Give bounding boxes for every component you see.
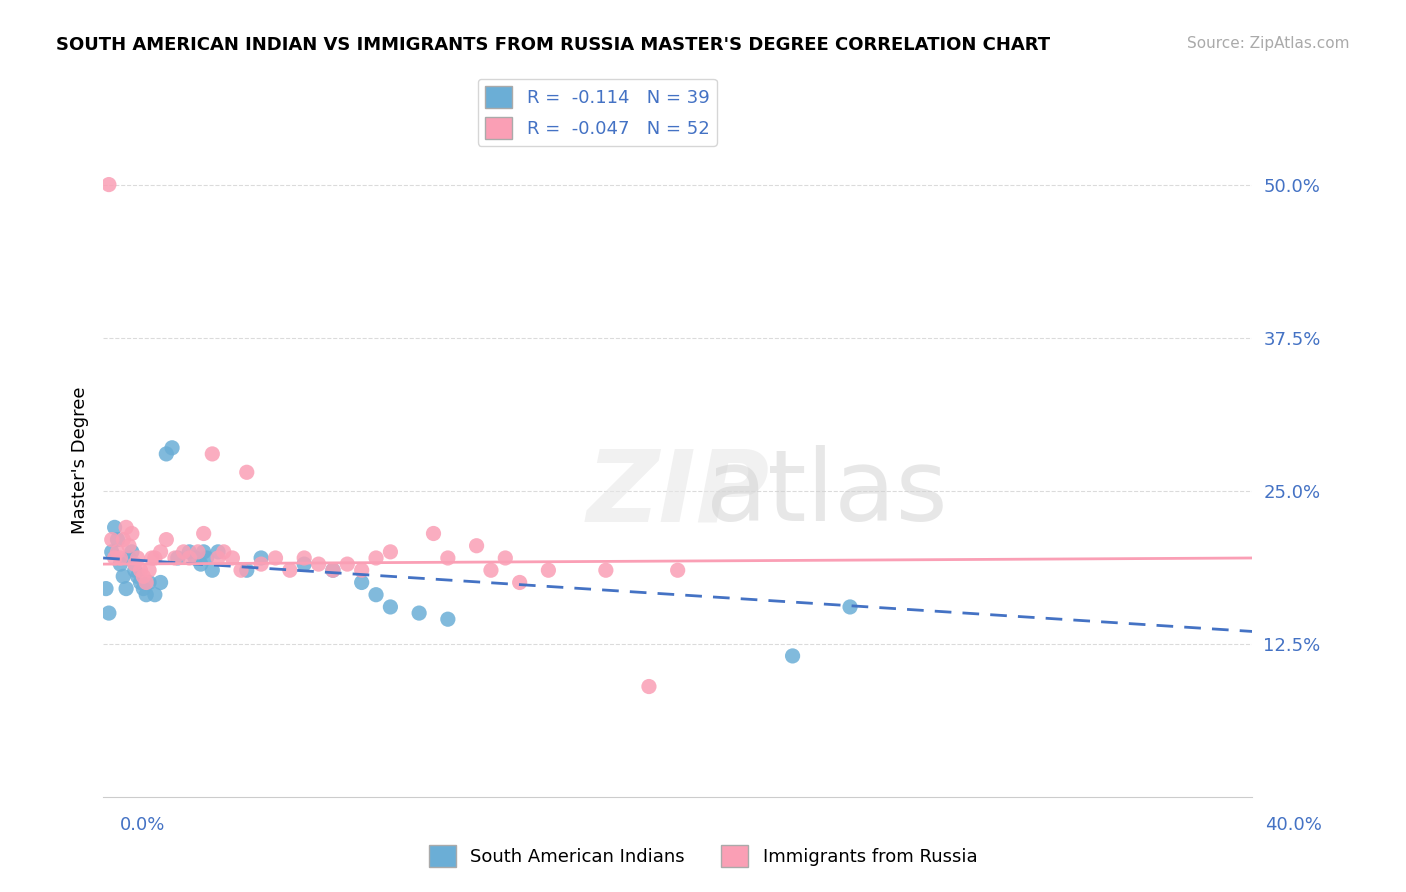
Point — [143, 588, 166, 602]
Point — [107, 545, 129, 559]
Point — [129, 575, 152, 590]
Point — [422, 526, 444, 541]
Point — [112, 569, 135, 583]
Point — [138, 563, 160, 577]
Point — [408, 606, 430, 620]
Point — [127, 551, 149, 566]
Point — [509, 575, 531, 590]
Point — [149, 575, 172, 590]
Point — [110, 551, 132, 566]
Y-axis label: Master's Degree: Master's Degree — [72, 386, 89, 533]
Point — [166, 551, 188, 566]
Point — [350, 563, 373, 577]
Point — [155, 533, 177, 547]
Point — [110, 557, 132, 571]
Point — [135, 588, 157, 602]
Point — [124, 557, 146, 571]
Point — [437, 612, 460, 626]
Point — [380, 599, 402, 614]
Point — [221, 551, 243, 566]
Point — [250, 551, 273, 566]
Point — [236, 465, 259, 479]
Legend: R =  -0.114   N = 39, R =  -0.047   N = 52: R = -0.114 N = 39, R = -0.047 N = 52 — [478, 78, 717, 146]
Point — [184, 551, 207, 566]
Point — [195, 551, 218, 566]
Point — [207, 551, 229, 566]
Point — [308, 557, 330, 571]
Legend: South American Indians, Immigrants from Russia: South American Indians, Immigrants from … — [422, 838, 984, 874]
Point — [187, 545, 209, 559]
Point — [155, 447, 177, 461]
Point — [121, 526, 143, 541]
Point — [229, 563, 252, 577]
Point — [193, 526, 215, 541]
Point — [250, 557, 273, 571]
Point — [179, 551, 201, 566]
Point — [380, 545, 402, 559]
Point — [264, 551, 287, 566]
Point — [236, 563, 259, 577]
Point — [638, 680, 661, 694]
Point — [336, 557, 359, 571]
Point — [350, 575, 373, 590]
Point — [135, 575, 157, 590]
Point — [212, 545, 235, 559]
Point — [107, 533, 129, 547]
Point — [104, 520, 127, 534]
Point — [364, 588, 387, 602]
Point — [121, 545, 143, 559]
Point — [127, 569, 149, 583]
Point — [97, 178, 120, 192]
Point — [115, 582, 138, 596]
Point — [666, 563, 689, 577]
Point — [292, 551, 315, 566]
Point — [115, 520, 138, 534]
Point — [437, 551, 460, 566]
Point — [322, 563, 344, 577]
Text: 40.0%: 40.0% — [1265, 815, 1322, 833]
Point — [173, 545, 195, 559]
Point — [201, 447, 224, 461]
Point — [364, 551, 387, 566]
Text: atlas: atlas — [706, 445, 948, 542]
Point — [207, 545, 229, 559]
Point — [97, 606, 120, 620]
Point — [118, 539, 141, 553]
Point — [595, 563, 617, 577]
Point — [839, 599, 862, 614]
Point — [537, 563, 560, 577]
Point — [782, 648, 804, 663]
Point — [104, 551, 127, 566]
Point — [190, 557, 212, 571]
Point — [112, 533, 135, 547]
Text: Source: ZipAtlas.com: Source: ZipAtlas.com — [1187, 36, 1350, 51]
Point — [201, 563, 224, 577]
Point — [100, 533, 122, 547]
Text: SOUTH AMERICAN INDIAN VS IMMIGRANTS FROM RUSSIA MASTER'S DEGREE CORRELATION CHAR: SOUTH AMERICAN INDIAN VS IMMIGRANTS FROM… — [56, 36, 1050, 54]
Point — [141, 551, 163, 566]
Text: 0.0%: 0.0% — [120, 815, 165, 833]
Point — [322, 563, 344, 577]
Point — [149, 545, 172, 559]
Point — [143, 551, 166, 566]
Point — [132, 582, 155, 596]
Point — [100, 545, 122, 559]
Point — [193, 545, 215, 559]
Point — [494, 551, 516, 566]
Point — [278, 563, 301, 577]
Point — [132, 569, 155, 583]
Point — [179, 545, 201, 559]
Point — [118, 551, 141, 566]
Point — [465, 539, 488, 553]
Point — [163, 551, 186, 566]
Point — [292, 557, 315, 571]
Point — [138, 575, 160, 590]
Text: ZIP: ZIP — [586, 445, 769, 542]
Point — [129, 563, 152, 577]
Point — [124, 563, 146, 577]
Point — [94, 582, 117, 596]
Point — [479, 563, 502, 577]
Point — [160, 441, 183, 455]
